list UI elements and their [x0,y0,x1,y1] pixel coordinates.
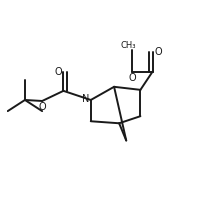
Text: O: O [154,47,162,57]
Text: O: O [55,67,62,77]
Text: O: O [38,102,46,112]
Text: O: O [129,73,136,83]
Text: N: N [82,94,89,104]
Text: CH₃: CH₃ [121,41,136,50]
